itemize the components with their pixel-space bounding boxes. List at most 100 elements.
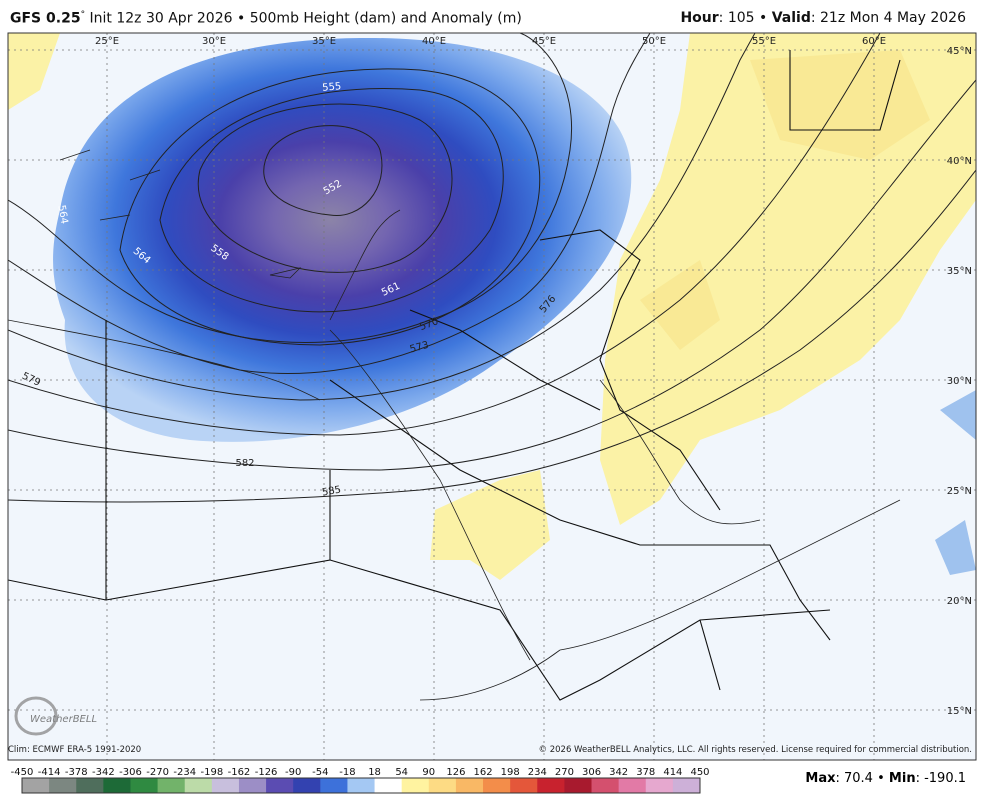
stats: Max: 70.4 • Min: -190.1 <box>805 771 966 786</box>
lon-label: 60°E <box>862 36 886 47</box>
graticule <box>8 33 976 760</box>
lat-label: 30°N <box>947 376 972 387</box>
hour-value: : 105 <box>718 10 755 26</box>
negative-anomaly <box>53 37 632 442</box>
colorbar-label: -234 <box>173 767 196 778</box>
contour-label: 582 <box>235 458 254 469</box>
colorbar-swatch <box>483 778 511 793</box>
lon-label: 30°E <box>202 36 226 47</box>
colorbar-swatch <box>266 778 294 793</box>
hour-label: Hour <box>680 10 719 26</box>
negative-anomaly <box>935 390 976 575</box>
lat-label: 20°N <box>947 596 972 607</box>
lon-label: 50°E <box>642 36 666 47</box>
model: GFS 0.25 <box>10 10 81 27</box>
colorbar-label: 306 <box>582 767 601 778</box>
lat-label: 45°N <box>947 46 972 57</box>
colorbar-label: -378 <box>65 767 88 778</box>
min-value: : -190.1 <box>915 771 966 786</box>
valid-label: Valid <box>771 10 811 26</box>
colorbar-label: -306 <box>119 767 142 778</box>
max-value: : 70.4 <box>835 771 873 786</box>
colorbar-label: -450 <box>11 767 34 778</box>
colorbar-swatch <box>510 778 538 793</box>
colorbar-swatch <box>22 778 50 793</box>
colorbar-swatch <box>672 778 701 793</box>
colorbar-swatch <box>211 778 240 793</box>
colorbar-swatch <box>591 778 620 793</box>
colorbar-swatch <box>49 778 77 793</box>
positive-anomaly <box>640 260 720 350</box>
colorbar-label: 342 <box>609 767 628 778</box>
colorbar-label: 90 <box>422 767 435 778</box>
header-right: Hour: 105 • Valid: 21z Mon 4 May 2026 <box>680 10 966 26</box>
positive-anomaly <box>430 470 550 580</box>
colorbar-swatch <box>184 778 213 793</box>
axis-labels: 25°E 30°E 35°E 40°E 45°E 50°E 55°E 60°E 45°N 40°N… <box>95 36 972 717</box>
contour-label: 573 <box>409 340 430 356</box>
colorbar-swatch <box>564 778 593 793</box>
colorbar-label: 54 <box>395 767 408 778</box>
logo: WeatherBELL <box>14 696 97 736</box>
lon-label: 25°E <box>95 36 119 47</box>
positive-anomaly <box>8 33 60 110</box>
colorbar-label: 270 <box>555 767 574 778</box>
colorbar-label: 162 <box>473 767 492 778</box>
contours <box>8 33 976 503</box>
lat-label: 35°N <box>947 266 972 277</box>
colorbar-label: -414 <box>38 767 61 778</box>
bullet: • <box>759 10 768 26</box>
colorbar: -450 -414 -378 -342 -306 -270 -234 -198 -162 -126… <box>11 767 710 794</box>
colorbar-label: 414 <box>663 767 682 778</box>
colorbar-swatch <box>618 778 647 793</box>
colorbar-swatch <box>537 778 565 793</box>
borders <box>8 50 901 701</box>
valid-value: : 21z Mon 4 May 2026 <box>810 10 966 26</box>
map-frame <box>7 32 977 761</box>
colorbar-swatch <box>76 778 104 793</box>
colorbar-swatch <box>320 778 348 793</box>
colorbar-swatch <box>455 778 484 793</box>
colorbar-label: -162 <box>228 767 251 778</box>
contour-label: 564 <box>55 204 69 225</box>
climo: Clim: ECMWF ERA-5 1991-2020 <box>8 745 142 755</box>
colorbar-label: -270 <box>146 767 169 778</box>
lon-label: 40°E <box>422 36 446 47</box>
colorbar-label: 18 <box>368 767 381 778</box>
colorbar-swatch <box>645 778 674 793</box>
colorbar-swatch <box>157 778 186 793</box>
lat-label: 15°N <box>947 706 972 717</box>
lat-label: 25°N <box>947 486 972 497</box>
colorbar-swatch <box>401 778 430 793</box>
bullet: • <box>236 10 246 27</box>
min-label: Min <box>888 771 916 786</box>
bullet: • <box>877 771 885 786</box>
colorbar-label: -90 <box>285 767 301 778</box>
colorbar-swatch <box>238 778 267 793</box>
colorbar-swatch <box>103 778 131 793</box>
colorbar-label: -18 <box>339 767 355 778</box>
init: Init 12z 30 Apr 2026 <box>89 10 233 27</box>
colorbar-label: 126 <box>446 767 465 778</box>
product: 500mb Height (dam) and Anomaly (m) <box>249 10 522 27</box>
colorbar-swatch <box>374 778 403 793</box>
logo-text: WeatherBELL <box>30 714 97 725</box>
positive-anomaly <box>750 50 930 160</box>
colorbar-label: -54 <box>312 767 328 778</box>
colorbar-label: 378 <box>636 767 655 778</box>
lat-label: 40°N <box>947 156 972 167</box>
colorbar-label: 450 <box>690 767 709 778</box>
copyright: © 2026 WeatherBELL Analytics, LLC. All r… <box>538 745 972 755</box>
colorbar-label: -198 <box>200 767 223 778</box>
lon-label: 45°E <box>532 36 556 47</box>
colorbar-swatch <box>347 778 376 793</box>
colorbar-label: -342 <box>92 767 115 778</box>
colorbar-swatch <box>428 778 457 793</box>
header-left: GFS 0.25° Init 12z 30 Apr 2026 • 500mb H… <box>10 10 522 27</box>
colorbar-label: 198 <box>501 767 520 778</box>
colorbar-label: -126 <box>255 767 278 778</box>
colorbar-swatch <box>130 778 159 793</box>
